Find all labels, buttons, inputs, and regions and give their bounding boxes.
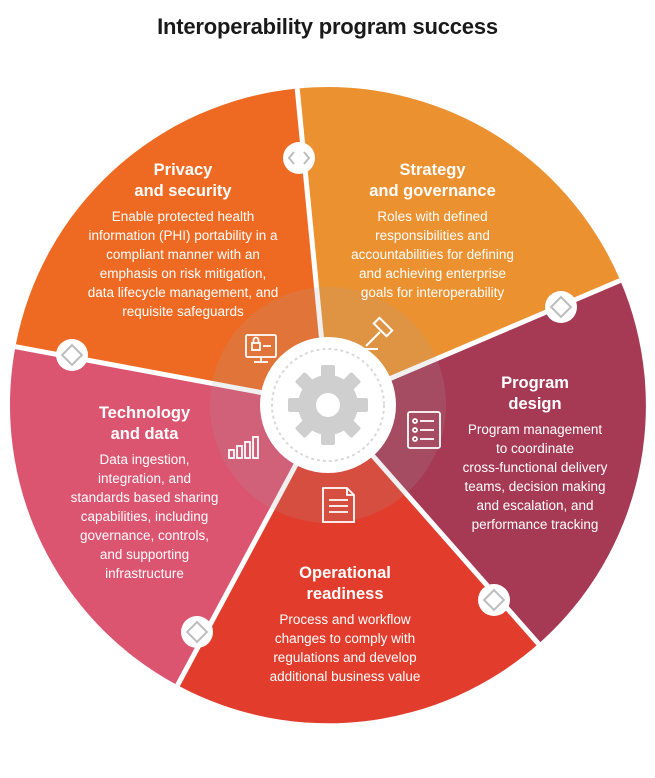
segment-title: Strategy and governance bbox=[325, 160, 540, 202]
body-line: teams, decision making bbox=[464, 479, 606, 494]
segment-title: Privacy and security bbox=[58, 160, 308, 202]
segment-technology bbox=[9, 346, 329, 686]
body-line: and supporting bbox=[99, 547, 190, 562]
diagram-title: Interoperability program success bbox=[157, 14, 498, 39]
checklist-icon bbox=[407, 411, 441, 449]
segment-strategy bbox=[297, 87, 621, 405]
body-line: compliant manner with an bbox=[106, 247, 260, 262]
body-line: responsibilities and bbox=[375, 228, 490, 243]
body-line: capabilities, including bbox=[80, 509, 209, 524]
title-line: Operational bbox=[299, 564, 391, 582]
body-line: standards based sharing bbox=[70, 490, 219, 505]
connector-icon bbox=[56, 339, 88, 371]
body-line: data lifecycle management, and bbox=[87, 285, 279, 300]
segment-title: Program design bbox=[440, 373, 630, 415]
body-line: changes to comply with bbox=[274, 631, 416, 646]
title-line: design bbox=[508, 395, 562, 413]
body-line: performance tracking bbox=[471, 517, 599, 532]
connector-icon bbox=[478, 584, 510, 616]
body-line: Data ingestion, bbox=[99, 452, 190, 467]
body-line: Enable protected health bbox=[111, 209, 255, 224]
body-line: regulations and develop bbox=[273, 650, 417, 665]
title-line: and data bbox=[110, 425, 179, 443]
bar-chart-icon bbox=[228, 436, 259, 459]
title-line: Technology bbox=[98, 404, 191, 422]
segment-title: Operational readiness bbox=[240, 563, 450, 605]
secure-monitor-icon bbox=[245, 334, 277, 363]
segment-text-program: Program design Program management to coor… bbox=[440, 373, 630, 534]
title-line: readiness bbox=[306, 585, 384, 603]
segment-privacy bbox=[15, 88, 329, 405]
title-line: and governance bbox=[369, 182, 496, 200]
body-line: additional business value bbox=[269, 669, 421, 684]
segment-body: Program management to coordinate cross-f… bbox=[440, 420, 630, 534]
segment-text-privacy: Privacy and security Enable protected hea… bbox=[58, 160, 308, 321]
document-icon bbox=[322, 487, 355, 523]
segment-body: Process and workflow changes to comply w… bbox=[240, 610, 450, 686]
body-line: accountabilities for defining bbox=[351, 247, 514, 262]
connector-icon bbox=[545, 291, 577, 323]
body-line: infrastructure bbox=[105, 566, 184, 581]
gavel-icon bbox=[364, 316, 394, 350]
segment-operational bbox=[177, 405, 539, 724]
gear-icon bbox=[288, 365, 368, 445]
segment-body: Enable protected health information (PHI… bbox=[58, 207, 308, 321]
body-line: to coordinate bbox=[495, 441, 575, 456]
title-line: Program bbox=[501, 374, 569, 392]
body-line: and achieving enterprise bbox=[358, 266, 507, 281]
title-line: and security bbox=[134, 182, 232, 200]
title-line: Strategy bbox=[399, 161, 466, 179]
segment-title: Technology and data bbox=[52, 403, 237, 445]
body-line: information (PHI) portability in a bbox=[88, 228, 278, 243]
body-line: integration, and bbox=[97, 471, 192, 486]
body-line: governance, controls, bbox=[79, 528, 210, 543]
segment-body: Data ingestion, integration, and standar… bbox=[52, 450, 237, 583]
body-line: cross-functional delivery bbox=[462, 460, 608, 475]
connector-icon bbox=[283, 142, 315, 174]
segment-text-technology: Technology and data Data ingestion, integ… bbox=[52, 403, 237, 583]
segment-body: Roles with defined responsibilities and … bbox=[325, 207, 540, 302]
segment-text-operational: Operational readiness Process and workflo… bbox=[240, 563, 450, 686]
segment-text-strategy: Strategy and governance Roles with define… bbox=[325, 160, 540, 302]
title-line: Privacy bbox=[153, 161, 213, 179]
body-line: requisite safeguards bbox=[122, 304, 244, 319]
body-line: goals for interoperability bbox=[360, 285, 505, 300]
body-line: emphasis on risk mitigation, bbox=[99, 266, 267, 281]
connector-icon bbox=[181, 616, 213, 648]
body-line: Program management bbox=[467, 422, 603, 437]
body-line: and escalation, and bbox=[476, 498, 594, 513]
body-line: Roles with defined bbox=[377, 209, 488, 224]
body-line: Process and workflow bbox=[279, 612, 411, 627]
